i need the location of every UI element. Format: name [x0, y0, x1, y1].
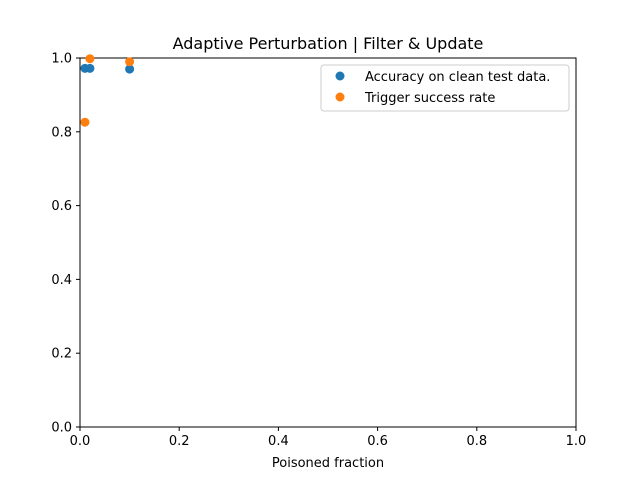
legend: Accuracy on clean test data. Trigger succ…: [320, 64, 570, 112]
x-tick-label: 0.6: [367, 434, 388, 449]
legend-marker-series-1: [335, 71, 345, 81]
x-tick-label: 0.0: [70, 434, 91, 449]
x-axis-label: Poisoned fraction: [272, 456, 384, 471]
x-tick-label: 0.2: [169, 434, 190, 449]
plot-area-frame: [79, 57, 577, 428]
data-point-series-2: [125, 57, 135, 67]
legend-label-series-2: Trigger success rate: [364, 91, 495, 106]
y-tick-label: 0.4: [51, 273, 72, 288]
legend-frame: [320, 64, 570, 112]
x-tick-label: 1.0: [566, 434, 587, 449]
data-point-series-2: [80, 117, 90, 127]
x-axis: 0.0 0.2 0.4 0.6 0.8 1.0: [70, 427, 587, 449]
data-points: [80, 54, 135, 127]
data-point-series-1: [125, 64, 135, 74]
y-tick-label: 0.2: [51, 347, 72, 362]
legend-label-series-1: Accuracy on clean test data.: [365, 70, 550, 85]
data-point-series-1: [85, 63, 95, 73]
chart-title: Adaptive Perturbation | Filter & Update: [173, 34, 484, 53]
y-tick-label: 1.0: [51, 52, 72, 67]
x-tick-label: 0.8: [466, 434, 487, 449]
y-tick-label: 0.8: [51, 125, 72, 140]
y-tick-label: 0.0: [51, 421, 72, 436]
x-tick-label: 0.4: [268, 434, 289, 449]
legend-marker-series-2: [335, 92, 345, 102]
data-point-series-2: [85, 54, 95, 64]
y-axis: 0.0 0.2 0.4 0.6 0.8 1.0: [51, 52, 80, 436]
y-tick-label: 0.6: [51, 199, 72, 214]
